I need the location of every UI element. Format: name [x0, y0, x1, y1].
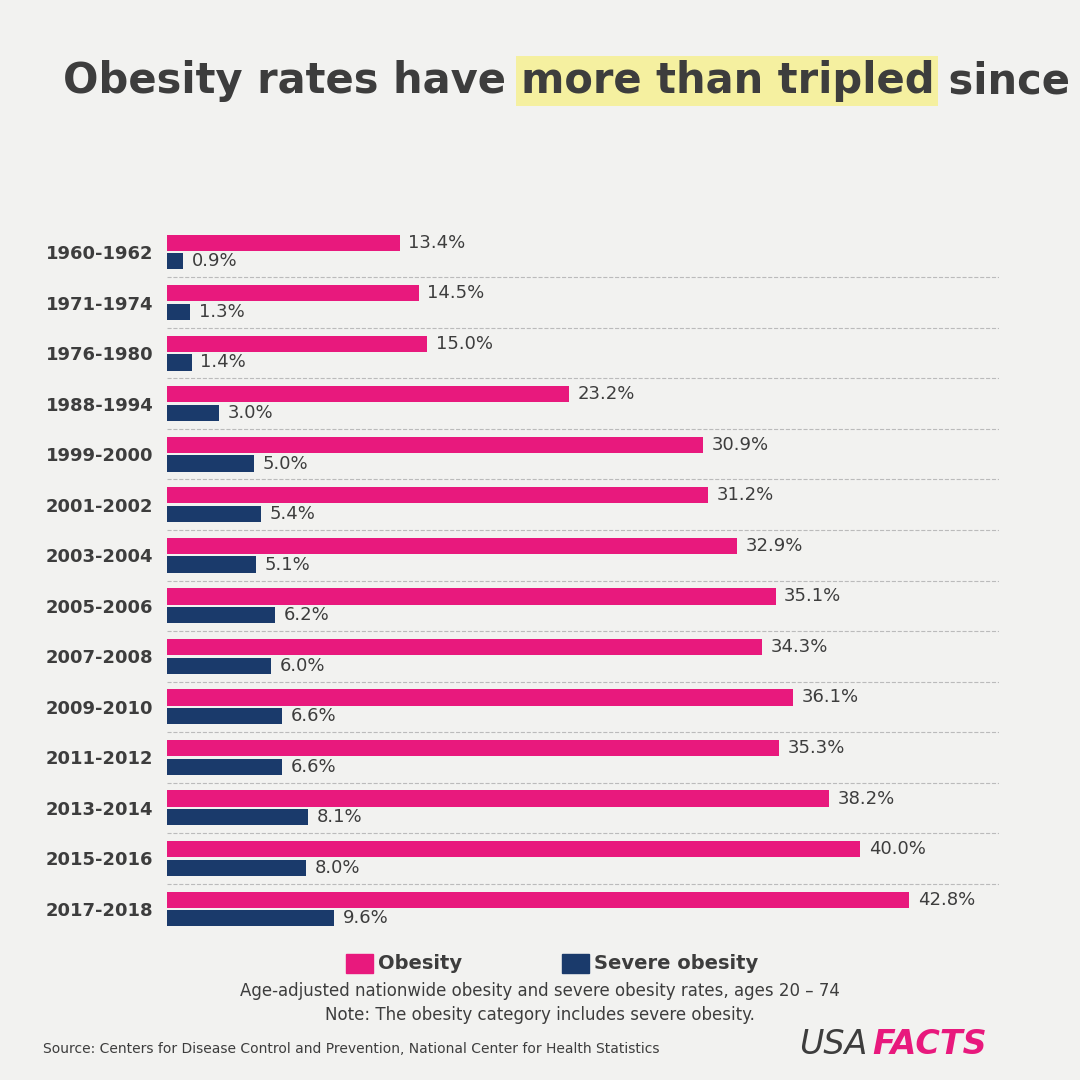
Bar: [167, 336, 428, 352]
Text: 6.6%: 6.6%: [291, 758, 336, 775]
Text: 15.0%: 15.0%: [436, 335, 492, 353]
Text: 3.0%: 3.0%: [228, 404, 273, 422]
Bar: [167, 740, 779, 756]
Bar: [167, 234, 400, 251]
Text: 1.4%: 1.4%: [200, 353, 246, 372]
Text: 6.0%: 6.0%: [280, 657, 325, 675]
Bar: [167, 354, 191, 370]
Text: 35.1%: 35.1%: [784, 588, 841, 606]
Bar: [167, 556, 256, 572]
Bar: [167, 860, 306, 876]
Bar: [167, 809, 308, 825]
Bar: [167, 487, 708, 503]
Bar: [167, 841, 861, 858]
Text: 6.6%: 6.6%: [291, 707, 336, 725]
Bar: [167, 387, 569, 403]
Text: 9.6%: 9.6%: [342, 909, 388, 928]
Bar: [167, 285, 419, 301]
Bar: [167, 303, 190, 320]
Text: 14.5%: 14.5%: [428, 284, 485, 302]
Text: 8.0%: 8.0%: [314, 859, 360, 877]
Text: 31.2%: 31.2%: [717, 486, 774, 504]
Text: USA: USA: [799, 1027, 867, 1061]
Text: Note: The obesity category includes severe obesity.: Note: The obesity category includes seve…: [325, 1007, 755, 1024]
Bar: [167, 689, 793, 705]
Text: 40.0%: 40.0%: [869, 840, 926, 858]
Bar: [167, 891, 909, 907]
Bar: [167, 910, 334, 927]
Text: 30.9%: 30.9%: [712, 436, 769, 454]
Text: 34.3%: 34.3%: [770, 638, 827, 656]
Bar: [167, 639, 761, 656]
Text: Severe obesity: Severe obesity: [594, 954, 758, 973]
Text: 23.2%: 23.2%: [578, 386, 635, 403]
Bar: [167, 405, 219, 421]
Text: Obesity: Obesity: [378, 954, 462, 973]
Bar: [167, 436, 703, 453]
Text: 8.1%: 8.1%: [316, 808, 362, 826]
Text: more than tripled: more than tripled: [521, 60, 934, 102]
Bar: [167, 708, 282, 725]
Bar: [167, 658, 271, 674]
Bar: [167, 538, 738, 554]
Bar: [167, 589, 775, 605]
Text: 36.1%: 36.1%: [801, 688, 859, 706]
Text: 32.9%: 32.9%: [746, 537, 804, 555]
Text: 5.1%: 5.1%: [265, 555, 310, 573]
Text: 0.9%: 0.9%: [191, 253, 238, 270]
Text: Obesity rates have: Obesity rates have: [63, 60, 521, 102]
Text: FACTS: FACTS: [873, 1027, 987, 1061]
Text: 13.4%: 13.4%: [408, 233, 465, 252]
Text: 1.3%: 1.3%: [199, 303, 244, 321]
Bar: [167, 607, 274, 623]
Text: Age-adjusted nationwide obesity and severe obesity rates, ages 20 – 74: Age-adjusted nationwide obesity and seve…: [240, 983, 840, 1000]
Bar: [167, 505, 261, 522]
Bar: [167, 758, 282, 774]
Bar: [167, 254, 183, 270]
Text: 38.2%: 38.2%: [838, 789, 895, 808]
Bar: [167, 791, 829, 807]
Text: 42.8%: 42.8%: [918, 891, 975, 908]
Text: since the 1960s: since the 1960s: [934, 60, 1080, 102]
Bar: [167, 456, 254, 472]
Text: Source: Centers for Disease Control and Prevention, National Center for Health S: Source: Centers for Disease Control and …: [43, 1042, 660, 1056]
Text: 5.4%: 5.4%: [270, 505, 315, 523]
Text: 35.3%: 35.3%: [787, 739, 845, 757]
Text: 5.0%: 5.0%: [262, 455, 308, 473]
Text: 6.2%: 6.2%: [283, 606, 329, 624]
